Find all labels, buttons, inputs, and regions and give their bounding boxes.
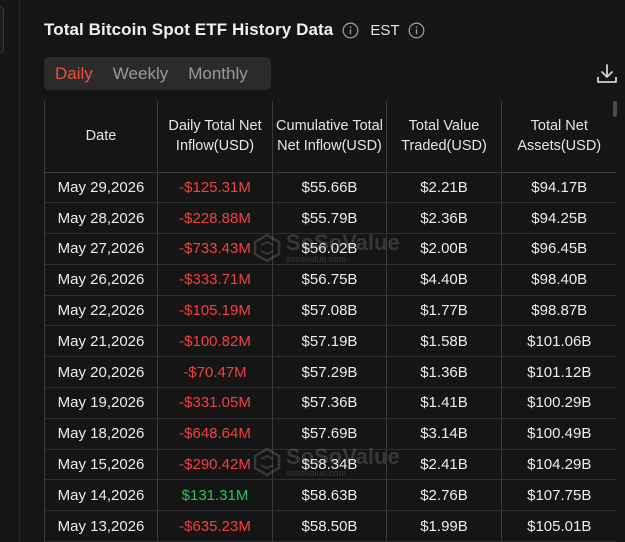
cell-value-traded: $2.76B	[386, 479, 502, 512]
timezone-info-icon[interactable]	[408, 22, 425, 39]
panel-divider	[19, 0, 20, 542]
table-row: May 27,2026 -$733.43M $56.02B $2.00B $96.45B	[44, 233, 616, 265]
cell-date: May 26,2026	[44, 264, 158, 296]
cell-date: May 15,2026	[44, 449, 158, 481]
period-tabs: Daily Weekly Monthly	[44, 57, 271, 90]
info-icon[interactable]	[342, 22, 359, 39]
cell-date: May 21,2026	[44, 325, 158, 358]
cell-net-assets: $98.87B	[501, 295, 616, 327]
cell-net-assets: $100.29B	[501, 387, 616, 419]
cell-date: May 13,2026	[44, 510, 158, 542]
cell-daily-inflow: -$733.43M	[157, 233, 273, 265]
cell-net-assets: $98.40B	[501, 264, 616, 296]
download-icon[interactable]	[595, 62, 619, 86]
cell-net-assets: $94.17B	[501, 172, 616, 204]
column-header-value-traded: Total Value Traded(USD)	[386, 101, 502, 173]
column-header-daily-inflow: Daily Total Net Inflow(USD)	[157, 101, 273, 173]
cell-daily-inflow: -$125.31M	[157, 172, 273, 204]
cell-cumulative-inflow: $57.08B	[272, 295, 387, 327]
cell-value-traded: $1.99B	[386, 510, 502, 542]
column-header-net-assets: Total Net Assets(USD)	[501, 101, 616, 173]
cell-daily-inflow: -$333.71M	[157, 264, 273, 296]
table-row: May 18,2026 -$648.64M $57.69B $3.14B $100.49…	[44, 418, 616, 450]
cell-net-assets: $101.12B	[501, 356, 616, 389]
cell-daily-inflow: -$331.05M	[157, 387, 273, 419]
table-row: May 19,2026 -$331.05M $57.36B $1.41B $100.29…	[44, 387, 616, 419]
cell-value-traded: $1.77B	[386, 295, 502, 327]
table-scrollbar[interactable]	[613, 101, 617, 117]
cell-value-traded: $3.14B	[386, 418, 502, 450]
cell-date: May 14,2026	[44, 479, 158, 512]
table-row: May 26,2026 -$333.71M $56.75B $4.40B $98.40B	[44, 264, 616, 296]
cell-value-traded: $1.58B	[386, 325, 502, 358]
cell-net-assets: $100.49B	[501, 418, 616, 450]
cell-date: May 22,2026	[44, 295, 158, 327]
table-row: May 20,2026 -$70.47M $57.29B $1.36B $101.12B	[44, 356, 616, 389]
cell-cumulative-inflow: $56.75B	[272, 264, 387, 296]
section-header: Total Bitcoin Spot ETF History Data EST	[44, 17, 425, 43]
cell-daily-inflow: $131.31M	[157, 479, 273, 512]
cell-date: May 27,2026	[44, 233, 158, 265]
cell-daily-inflow: -$228.88M	[157, 202, 273, 235]
cell-date: May 29,2026	[44, 172, 158, 204]
cell-daily-inflow: -$290.42M	[157, 449, 273, 481]
cell-cumulative-inflow: $58.63B	[272, 479, 387, 512]
cell-date: May 19,2026	[44, 387, 158, 419]
cell-cumulative-inflow: $57.36B	[272, 387, 387, 419]
tab-monthly[interactable]: Monthly	[188, 63, 248, 83]
table-row: May 22,2026 -$105.19M $57.08B $1.77B $98.87B	[44, 295, 616, 327]
cell-net-assets: $94.25B	[501, 202, 616, 235]
cell-date: May 28,2026	[44, 202, 158, 235]
cell-daily-inflow: -$70.47M	[157, 356, 273, 389]
cell-daily-inflow: -$648.64M	[157, 418, 273, 450]
cell-daily-inflow: -$100.82M	[157, 325, 273, 358]
cell-cumulative-inflow: $55.79B	[272, 202, 387, 235]
cell-value-traded: $2.41B	[386, 449, 502, 481]
table-row: May 15,2026 -$290.42M $58.34B $2.41B $104.29…	[44, 449, 616, 481]
cell-date: May 20,2026	[44, 356, 158, 389]
cell-net-assets: $105.01B	[501, 510, 616, 542]
cell-daily-inflow: -$635.23M	[157, 510, 273, 542]
tab-weekly[interactable]: Weekly	[112, 63, 169, 83]
cell-net-assets: $107.75B	[501, 479, 616, 512]
cell-value-traded: $2.21B	[386, 172, 502, 204]
timezone-label: EST	[370, 21, 400, 39]
cell-value-traded: $2.36B	[386, 202, 502, 235]
cell-value-traded: $4.40B	[386, 264, 502, 296]
cell-daily-inflow: -$105.19M	[157, 295, 273, 327]
cell-net-assets: $101.06B	[501, 325, 616, 358]
table-row: May 13,2026 -$635.23M $58.50B $1.99B $105.01…	[44, 510, 616, 542]
table-row: May 29,2026 -$125.31M $55.66B $2.21B $94.17B	[44, 172, 616, 204]
cell-value-traded: $1.36B	[386, 356, 502, 389]
cell-cumulative-inflow: $56.02B	[272, 233, 387, 265]
cell-net-assets: $96.45B	[501, 233, 616, 265]
cell-value-traded: $1.41B	[386, 387, 502, 419]
cell-cumulative-inflow: $55.66B	[272, 172, 387, 204]
cell-value-traded: $2.00B	[386, 233, 502, 265]
etf-history-table: Date Daily Total Net Inflow(USD) Cumulat…	[44, 101, 616, 542]
left-panel-edge	[0, 6, 4, 54]
table-row: May 14,2026 $131.31M $58.63B $2.76B $107.75B	[44, 479, 616, 512]
cell-cumulative-inflow: $57.29B	[272, 356, 387, 389]
cell-cumulative-inflow: $57.69B	[272, 418, 387, 450]
column-header-cumulative-inflow: Cumulative Total Net Inflow(USD)	[272, 101, 387, 173]
cell-cumulative-inflow: $58.50B	[272, 510, 387, 542]
cell-net-assets: $104.29B	[501, 449, 616, 481]
tab-daily[interactable]: Daily	[55, 63, 93, 83]
cell-date: May 18,2026	[44, 418, 158, 450]
table-row: May 21,2026 -$100.82M $57.19B $1.58B $101.06…	[44, 325, 616, 358]
cell-cumulative-inflow: $58.34B	[272, 449, 387, 481]
cell-cumulative-inflow: $57.19B	[272, 325, 387, 358]
column-header-date: Date	[44, 101, 158, 173]
page-title: Total Bitcoin Spot ETF History Data	[44, 20, 334, 39]
table-header-row: Date Daily Total Net Inflow(USD) Cumulat…	[44, 101, 616, 173]
table-row: May 28,2026 -$228.88M $55.79B $2.36B $94.25B	[44, 202, 616, 235]
